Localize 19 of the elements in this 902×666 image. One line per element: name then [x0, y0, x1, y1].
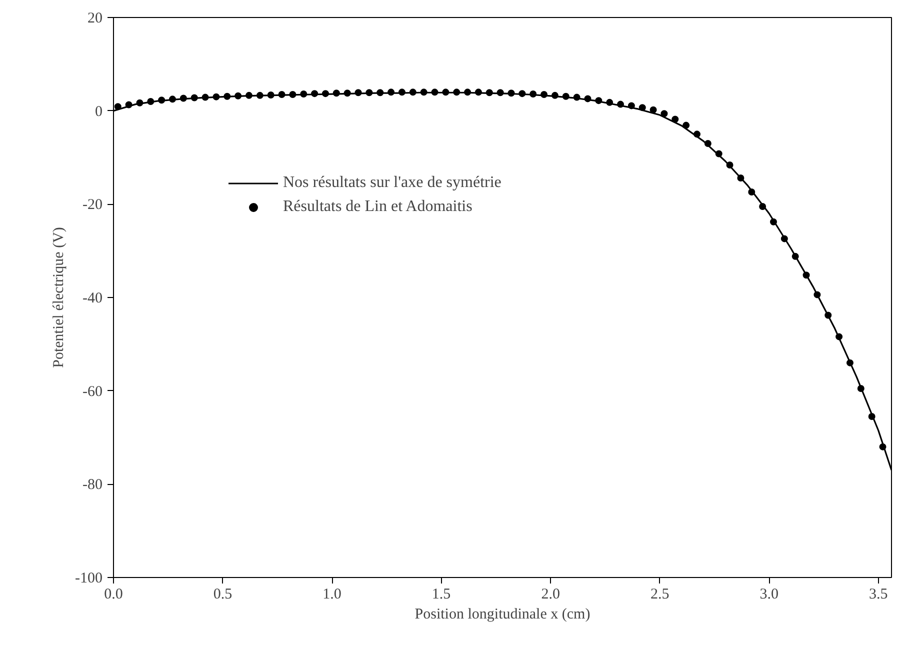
y-tick-label: 0 [95, 104, 102, 120]
legend-label: Résultats de Lin et Adomaitis [283, 198, 472, 216]
x-tick-label: 3.0 [760, 586, 778, 602]
x-tick-label: 0.0 [104, 586, 123, 602]
y-tick-label: -80 [82, 477, 103, 494]
y-tick-label: -100 [75, 570, 103, 586]
x-tick-label: 0.5 [213, 586, 232, 602]
y-axis-title: Potentiel électrique (V) [51, 227, 68, 368]
x-tick-label: 2.0 [541, 586, 560, 602]
x-axis-title: Position longitudinale x (cm) [414, 606, 590, 622]
x-tick-label: 1.0 [322, 586, 342, 602]
y-tick-label: -20 [82, 197, 103, 214]
y-tick-label: -40 [82, 290, 103, 306]
y-tick-label: 20 [88, 10, 102, 26]
y-tick-label: -60 [82, 384, 103, 400]
x-tick-label: 3.5 [869, 586, 888, 602]
x-tick-label: 1.5 [432, 586, 451, 602]
x-tick-label: 2.5 [650, 586, 670, 602]
legend-label: Nos résultats sur l'axe de symétrie [283, 174, 502, 192]
